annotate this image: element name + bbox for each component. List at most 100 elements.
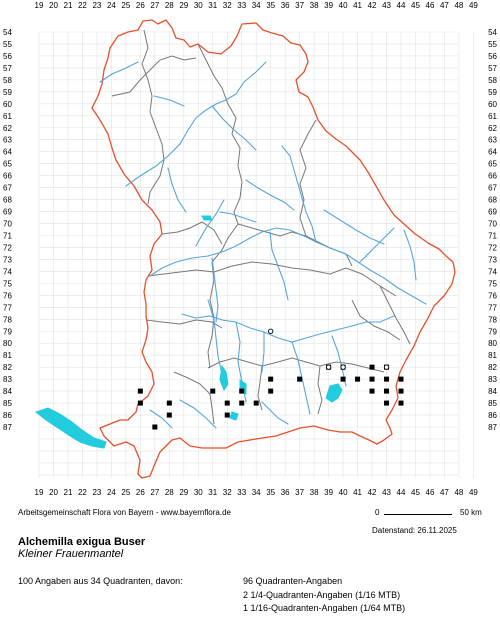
x-tick-label-bottom: 31 (208, 488, 217, 497)
occurrence-marker-filled (398, 376, 404, 382)
y-tick-label-left: 68 (3, 196, 12, 205)
scale-bar (384, 514, 452, 515)
y-tick-label-right: 66 (488, 172, 497, 181)
y-tick-label-left: 81 (3, 351, 12, 360)
occurrence-marker-filled (355, 376, 361, 382)
x-tick-label-top: 48 (454, 1, 463, 10)
x-tick-label-top: 20 (49, 1, 58, 10)
y-tick-label-left: 84 (3, 387, 12, 396)
x-tick-label-bottom: 35 (266, 488, 275, 497)
x-tick-label-top: 31 (208, 1, 217, 10)
x-tick-label-top: 41 (353, 1, 362, 10)
occurrence-marker-filled (210, 388, 216, 394)
summary-text: 100 Angaben aus 34 Quadranten, davon: (18, 576, 183, 586)
occurrence-marker-filled (224, 412, 230, 418)
y-tick-label-left: 60 (3, 100, 12, 109)
x-tick-label-bottom: 24 (107, 488, 116, 497)
y-tick-label-right: 65 (488, 160, 497, 169)
occurrence-marker-filled (398, 388, 404, 394)
y-tick-label-right: 69 (488, 208, 497, 217)
grid-labels: 19 19 20 20 21 21 22 22 23 23 24 24 25 25 26 26 27 27 28 28… (3, 1, 498, 497)
x-tick-label-bottom: 25 (121, 488, 130, 497)
y-tick-label-right: 54 (488, 28, 497, 37)
x-tick-label-bottom: 29 (179, 488, 188, 497)
stat-quarter-quadrant: 2 1/4-Quadranten-Angaben (1/16 MTB) (243, 590, 401, 600)
y-tick-label-left: 56 (3, 52, 12, 61)
y-tick-label-left: 86 (3, 411, 12, 420)
y-tick-label-left: 72 (3, 243, 12, 252)
x-tick-label-bottom: 48 (454, 488, 463, 497)
x-tick-label-bottom: 28 (165, 488, 174, 497)
y-tick-label-left: 66 (3, 172, 12, 181)
stat-sixteenth-quadrant: 1 1/16-Quadranten-Angaben (1/64 MTB) (243, 603, 406, 613)
occurrence-marker-filled (384, 388, 390, 394)
occurrence-marker-filled (224, 400, 230, 406)
y-tick-label-right: 70 (488, 220, 497, 229)
x-tick-label-bottom: 32 (223, 488, 232, 497)
x-tick-label-top: 23 (92, 1, 101, 10)
y-tick-label-left: 85 (3, 399, 12, 408)
x-tick-label-bottom: 21 (64, 488, 73, 497)
occurrence-markers (137, 328, 404, 430)
occurrence-marker-open (383, 364, 390, 370)
map-grid (38, 31, 474, 478)
x-tick-label-top: 46 (426, 1, 435, 10)
y-tick-label-left: 83 (3, 375, 12, 384)
x-tick-label-bottom: 40 (339, 488, 348, 497)
x-tick-label-bottom: 36 (281, 488, 290, 497)
occurrence-marker-filled (253, 400, 259, 406)
y-tick-label-right: 79 (488, 327, 497, 336)
y-tick-label-left: 75 (3, 279, 12, 288)
occurrence-marker-filled (398, 400, 404, 406)
occurrence-marker-open (340, 364, 346, 370)
x-tick-label-bottom: 33 (237, 488, 246, 497)
x-tick-label-bottom: 19 (35, 488, 44, 497)
x-tick-label-bottom: 45 (411, 488, 420, 497)
y-tick-label-left: 64 (3, 148, 12, 157)
x-tick-label-top: 42 (368, 1, 377, 10)
y-tick-label-right: 84 (488, 387, 497, 396)
y-tick-label-right: 59 (488, 88, 497, 97)
y-tick-label-left: 57 (3, 64, 12, 73)
x-tick-label-bottom: 30 (194, 488, 203, 497)
y-tick-label-right: 67 (488, 184, 497, 193)
date-label: Datenstand: 26.11.2025 (372, 526, 457, 535)
x-tick-label-bottom: 22 (78, 488, 87, 497)
occurrence-marker-filled (369, 376, 375, 382)
x-tick-label-top: 24 (107, 1, 116, 10)
y-tick-label-right: 60 (488, 100, 497, 109)
y-tick-label-left: 78 (3, 315, 12, 324)
x-tick-label-top: 37 (295, 1, 304, 10)
x-tick-label-top: 40 (339, 1, 348, 10)
y-tick-label-left: 58 (3, 76, 12, 85)
x-tick-label-top: 36 (281, 1, 290, 10)
y-tick-label-right: 72 (488, 243, 497, 252)
y-tick-label-left: 73 (3, 255, 12, 264)
x-tick-label-top: 34 (252, 1, 261, 10)
y-tick-label-left: 67 (3, 184, 12, 193)
species-common-name: Kleiner Frauenmantel (18, 548, 124, 560)
x-tick-label-top: 49 (469, 1, 478, 10)
x-tick-label-top: 25 (121, 1, 130, 10)
y-tick-label-left: 54 (3, 28, 12, 37)
y-tick-label-right: 58 (488, 76, 497, 85)
y-tick-label-left: 70 (3, 220, 12, 229)
x-tick-label-top: 35 (266, 1, 275, 10)
y-tick-label-right: 71 (488, 231, 497, 240)
distribution-map: 19 19 20 20 21 21 22 22 23 23 24 24 25 25 26 26 27 27 28 28… (3, 1, 498, 497)
y-tick-label-right: 57 (488, 64, 497, 73)
y-tick-label-right: 64 (488, 148, 497, 157)
y-tick-label-right: 56 (488, 52, 497, 61)
y-tick-label-right: 75 (488, 279, 497, 288)
credit-line: Arbeitsgemeinschaft Flora von Bayern - w… (18, 508, 231, 517)
x-tick-label-top: 29 (179, 1, 188, 10)
y-tick-label-right: 76 (488, 291, 497, 300)
y-tick-label-right: 80 (488, 339, 497, 348)
x-tick-label-bottom: 41 (353, 488, 362, 497)
y-tick-label-left: 80 (3, 339, 12, 348)
y-tick-label-right: 61 (488, 112, 497, 121)
y-tick-label-right: 63 (488, 136, 497, 145)
x-tick-label-top: 39 (324, 1, 333, 10)
y-tick-label-right: 77 (488, 303, 497, 312)
y-tick-label-left: 59 (3, 88, 12, 97)
